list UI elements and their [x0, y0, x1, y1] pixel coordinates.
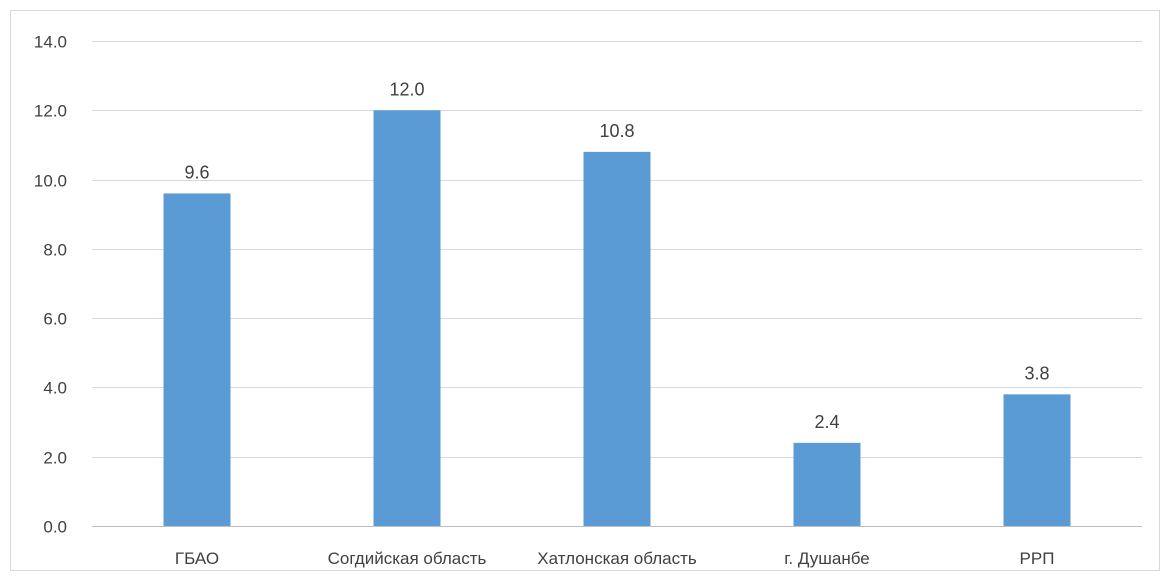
- y-tick-label: 14.0: [34, 33, 67, 52]
- y-tick-label: 6.0: [43, 310, 67, 329]
- x-tick-label: г. Душанбе: [784, 549, 869, 568]
- y-tick-label: 12.0: [34, 102, 67, 121]
- bars: [163, 110, 1071, 527]
- bar: [583, 151, 651, 526]
- bar: [163, 193, 231, 526]
- bar: [373, 110, 441, 527]
- y-tick-label: 4.0: [43, 379, 67, 398]
- data-labels: 9.6 12.0 10.8 2.4 3.8: [184, 79, 1049, 432]
- x-tick-label: Согдийская область: [328, 549, 487, 568]
- y-tick-label: 0.0: [43, 518, 67, 537]
- data-label: 10.8: [599, 121, 634, 141]
- y-axis-ticks: 0.0 2.0 4.0 6.0 8.0 10.0 12.0 14.0: [34, 33, 67, 537]
- data-label: 3.8: [1024, 363, 1049, 383]
- x-tick-label: Хатлонская область: [537, 549, 697, 568]
- bar: [1003, 394, 1071, 526]
- y-tick-label: 10.0: [34, 172, 67, 191]
- y-tick-label: 8.0: [43, 241, 67, 260]
- x-tick-label: РРП: [1020, 549, 1055, 568]
- data-label: 9.6: [184, 162, 209, 182]
- y-tick-label: 2.0: [43, 449, 67, 468]
- data-label: 12.0: [389, 79, 424, 99]
- bar: [793, 442, 861, 526]
- data-label: 2.4: [814, 412, 839, 432]
- x-axis-ticks: ГБАО Согдийская область Хатлонская область…: [175, 549, 1055, 568]
- x-tick-label: ГБАО: [175, 549, 219, 568]
